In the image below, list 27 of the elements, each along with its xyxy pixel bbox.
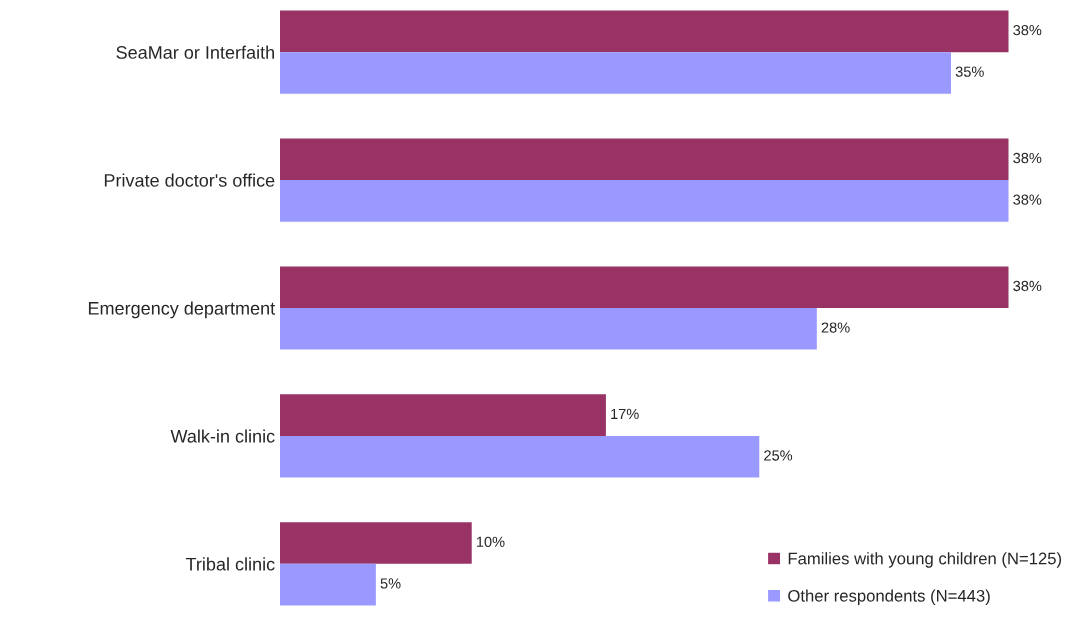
bar bbox=[280, 394, 606, 436]
y-tick-label: Emergency department bbox=[88, 301, 276, 319]
bar bbox=[280, 138, 1009, 181]
y-tick-label: Tribal clinic bbox=[185, 557, 275, 571]
bar bbox=[280, 52, 951, 94]
bar bbox=[280, 308, 817, 350]
data-label: 28% bbox=[821, 322, 850, 333]
data-label: 35% bbox=[955, 66, 984, 77]
bar bbox=[280, 435, 760, 478]
y-tick-label: SeaMar or Interfaith bbox=[116, 45, 274, 59]
bar bbox=[280, 522, 472, 564]
data-label: 5% bbox=[380, 578, 401, 589]
data-label: 38% bbox=[1013, 24, 1042, 36]
data-label: 25% bbox=[764, 450, 793, 461]
legend-label: Other respondents (N=443) bbox=[788, 589, 990, 605]
data-label: 17% bbox=[611, 408, 639, 419]
bar bbox=[280, 266, 1009, 308]
bar bbox=[280, 10, 1009, 53]
data-label: 38% bbox=[1013, 194, 1042, 205]
y-tick-label: Walk-in clinic bbox=[170, 429, 275, 443]
bar bbox=[280, 180, 1009, 222]
data-label: 38% bbox=[1013, 280, 1042, 292]
data-label: 38% bbox=[1013, 152, 1042, 164]
legend-label: Families with young children (N=125) bbox=[788, 552, 1062, 568]
y-tick-label: Private doctor's office bbox=[104, 173, 275, 187]
data-label: 10% bbox=[476, 536, 505, 547]
bar bbox=[280, 563, 376, 606]
